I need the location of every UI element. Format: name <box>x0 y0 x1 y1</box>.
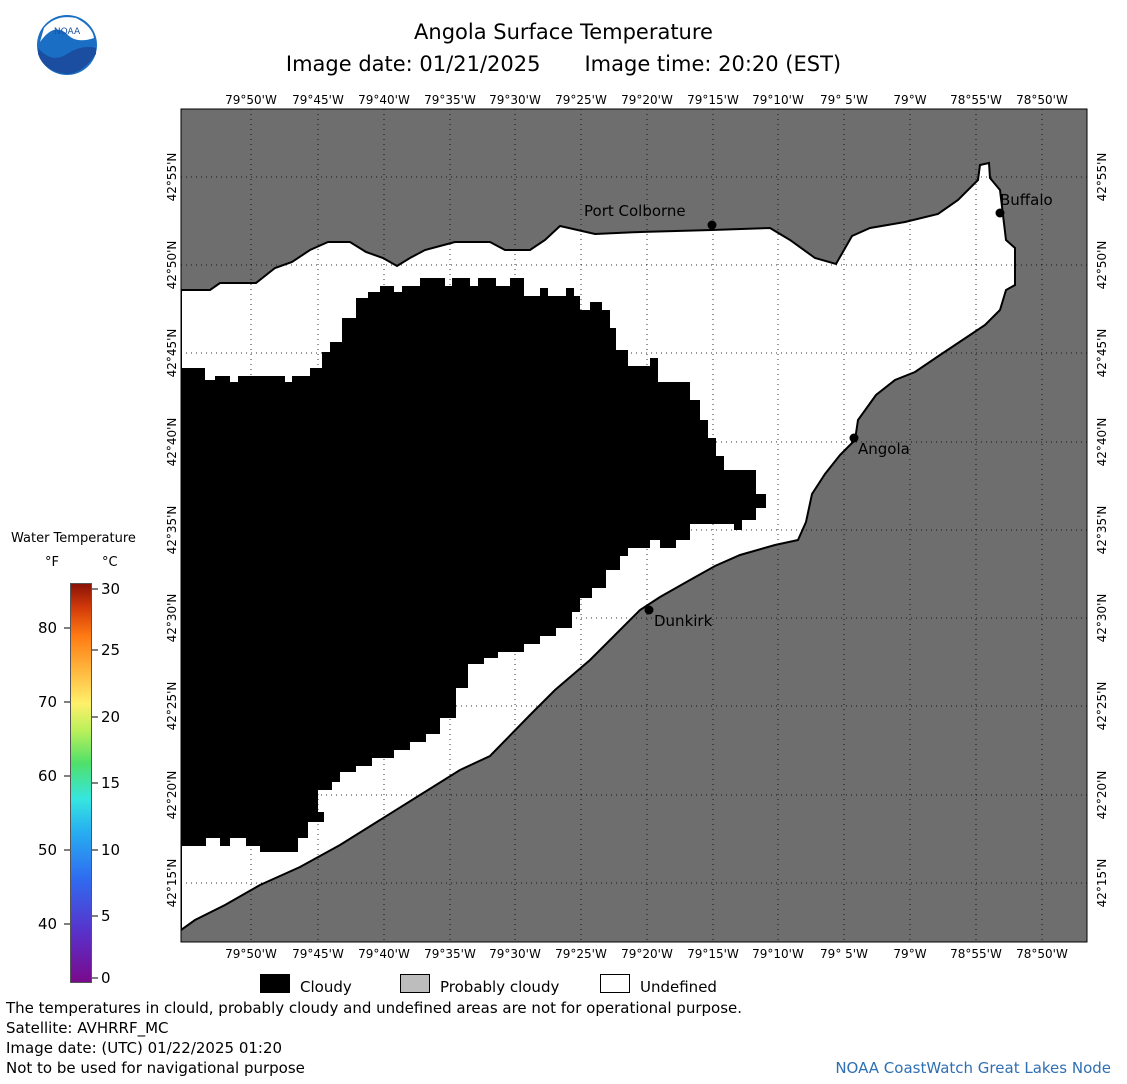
lon-label: 79°45'W <box>292 947 344 961</box>
lat-label: 42°25'N <box>1095 682 1109 731</box>
colorbar-unit-f: °F <box>45 555 59 570</box>
lat-label: 42°55'N <box>165 153 179 202</box>
lon-labels-bottom: 79°50'W 79°45'W 79°40'W 79°35'W 79°30'W … <box>225 947 1068 961</box>
city-dot-port-colborne <box>707 220 717 230</box>
nav-note-text: Not to be used for navigational purpose <box>6 1059 305 1077</box>
lat-label: 42°45'N <box>165 329 179 378</box>
f-tick: 70 <box>38 693 58 711</box>
lat-label: 42°35'N <box>1095 506 1109 555</box>
map-title: Angola Surface Temperature <box>414 20 713 44</box>
credit-link[interactable]: NOAA CoastWatch Great Lakes Node <box>835 1059 1111 1077</box>
lon-label: 79°25'W <box>555 947 607 961</box>
map-subtitle: Image date: 01/21/2025 Image time: 20:20 … <box>0 52 1127 76</box>
c-tick: 5 <box>101 907 111 925</box>
legend-swatch-probably-cloudy <box>400 974 430 993</box>
lat-label: 42°45'N <box>1095 329 1109 378</box>
c-tick: 25 <box>101 641 121 659</box>
image-date: Image date: 01/21/2025 <box>285 52 541 76</box>
lat-label: 42°55'N <box>1095 153 1109 202</box>
f-tick: 40 <box>38 915 58 933</box>
city-dot-angola <box>849 433 859 443</box>
lon-label: 79°15'W <box>687 93 739 107</box>
c-tick: 20 <box>101 708 121 726</box>
cloud-mask <box>181 278 766 852</box>
city-label-dunkirk: Dunkirk <box>654 612 713 630</box>
lon-label: 78°55'W <box>950 947 1002 961</box>
lon-label: 79°30'W <box>489 947 541 961</box>
city-label-buffalo: Buffalo <box>1000 191 1053 209</box>
lat-label: 42°50'N <box>165 241 179 290</box>
legend-swatch-undefined <box>600 974 630 993</box>
lat-label: 42°35'N <box>165 506 179 555</box>
satellite-text: Satellite: AVHRRF_MC <box>6 1019 169 1037</box>
lon-label: 79°W <box>893 93 926 107</box>
lat-label: 42°25'N <box>165 682 179 731</box>
lat-label: 42°40'N <box>165 418 179 467</box>
lat-label: 42°20'N <box>1095 771 1109 820</box>
legend-label-undefined: Undefined <box>640 978 717 996</box>
lat-label: 42°30'N <box>1095 594 1109 643</box>
lon-label: 78°50'W <box>1016 947 1068 961</box>
lat-label: 42°40'N <box>1095 418 1109 467</box>
lon-label: 79°50'W <box>225 947 277 961</box>
lat-labels-right: 42°55'N 42°50'N 42°45'N 42°40'N 42°35'N … <box>1095 153 1109 908</box>
lon-label: 79°25'W <box>555 93 607 107</box>
legend-label-probably-cloudy: Probably cloudy <box>440 978 560 996</box>
f-tick: 60 <box>38 767 58 785</box>
noaa-logo: NOAA <box>36 14 98 76</box>
temperature-colorbar <box>70 583 92 983</box>
legend-swatch-cloudy <box>260 974 290 993</box>
lon-label: 79°35'W <box>424 93 476 107</box>
map-frame <box>180 108 1088 943</box>
lon-label: 79°W <box>893 947 926 961</box>
f-tick: 80 <box>38 619 58 637</box>
c-tick: 30 <box>101 580 121 598</box>
city-dot-dunkirk <box>644 605 654 615</box>
graticule <box>181 109 1087 942</box>
city-markers: Port Colborne Buffalo Angola Dunkirk <box>584 191 1053 630</box>
city-label-angola: Angola <box>858 440 910 458</box>
lat-label: 42°15'N <box>1095 859 1109 908</box>
lon-label: 79°10'W <box>752 947 804 961</box>
c-tick: 15 <box>101 774 121 792</box>
lat-label: 42°50'N <box>1095 241 1109 290</box>
noaa-logo-text: NOAA <box>54 27 81 37</box>
lon-label: 79°40'W <box>358 947 410 961</box>
lon-label: 79°35'W <box>424 947 476 961</box>
lon-label: 79°45'W <box>292 93 344 107</box>
lat-label: 42°15'N <box>165 859 179 908</box>
disclaimer-text: The temperatures in clould, probably clo… <box>6 999 743 1017</box>
lon-label: 79°30'W <box>489 93 541 107</box>
lon-label: 79°15'W <box>687 947 739 961</box>
lon-label: 78°55'W <box>950 93 1002 107</box>
lon-label: 79° 5'W <box>820 947 868 961</box>
lon-label: 79° 5'W <box>820 93 868 107</box>
utc-date-text: Image date: (UTC) 01/22/2025 01:20 <box>6 1039 283 1057</box>
lon-label: 79°40'W <box>358 93 410 107</box>
legend-label-cloudy: Cloudy <box>300 978 352 996</box>
lon-label: 78°50'W <box>1016 93 1068 107</box>
city-label-port-colborne: Port Colborne <box>584 202 686 220</box>
lat-label: 42°30'N <box>165 594 179 643</box>
lon-labels-top: 79°50'W 79°45'W 79°40'W 79°35'W 79°30'W … <box>225 93 1068 107</box>
image-time: Image time: 20:20 (EST) <box>584 52 842 76</box>
city-dot-buffalo <box>995 208 1005 218</box>
lon-label: 79°50'W <box>225 93 277 107</box>
lat-labels-left: 42°55'N 42°50'N 42°45'N 42°40'N 42°35'N … <box>165 153 179 908</box>
colorbar-ticks <box>64 588 98 979</box>
lat-label: 42°20'N <box>165 771 179 820</box>
lon-label: 79°20'W <box>621 93 673 107</box>
lon-label: 79°10'W <box>752 93 804 107</box>
c-tick: 10 <box>101 841 121 859</box>
lon-label: 79°20'W <box>621 947 673 961</box>
f-tick: 50 <box>38 841 58 859</box>
c-tick: 0 <box>101 969 111 987</box>
colorbar-title: Water Temperature <box>11 531 136 546</box>
colorbar-unit-c: °C <box>102 555 118 570</box>
